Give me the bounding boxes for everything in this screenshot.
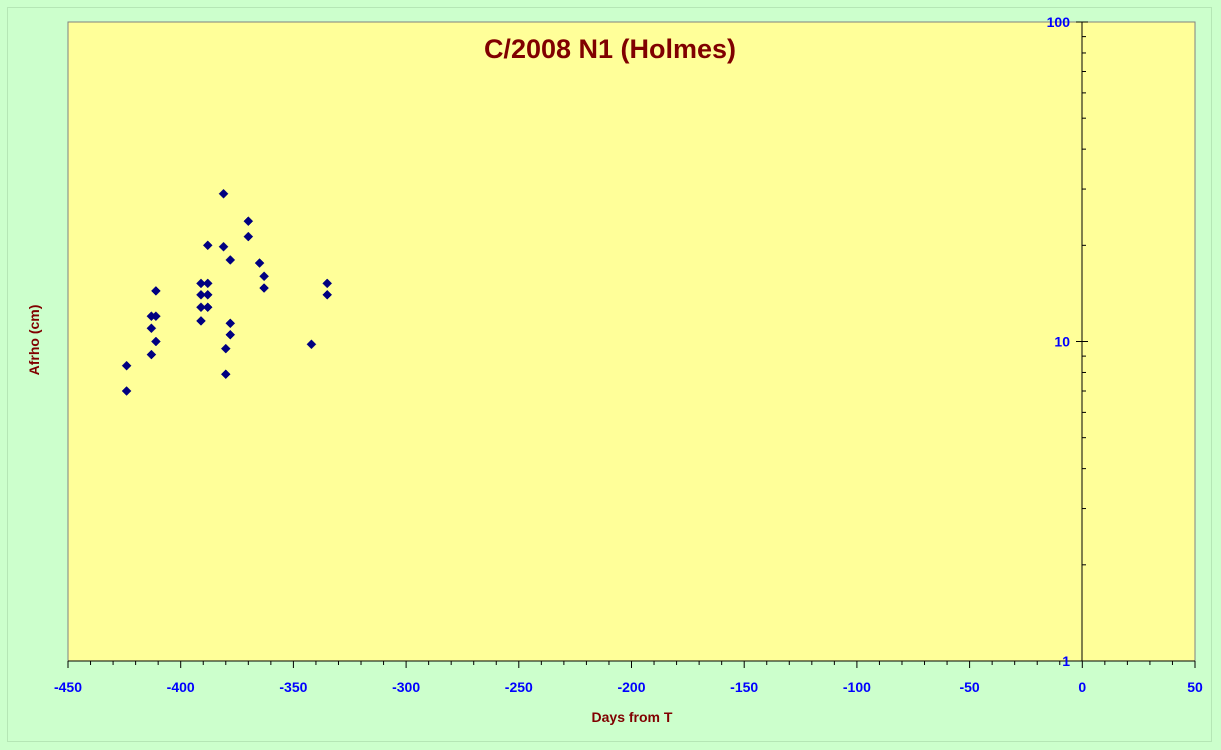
x-tick-label: 0 xyxy=(1078,679,1086,695)
data-point xyxy=(259,283,269,293)
plot-area xyxy=(67,21,1196,662)
data-point xyxy=(225,255,236,265)
data-point xyxy=(243,231,254,242)
data-point xyxy=(202,289,213,300)
chart-title: C/2008 N1 (Holmes) xyxy=(484,34,736,64)
data-point xyxy=(196,316,206,326)
x-axis-title: Days from T xyxy=(592,709,673,725)
data-point xyxy=(322,278,333,289)
data-point xyxy=(306,339,317,350)
data-point xyxy=(225,329,236,340)
data-point xyxy=(121,386,132,396)
data-point xyxy=(146,323,157,334)
data-point xyxy=(146,349,157,360)
data-point xyxy=(202,278,213,289)
data-point xyxy=(225,318,236,329)
data-point xyxy=(259,271,269,282)
x-tick-label: -100 xyxy=(843,679,871,695)
data-point xyxy=(243,216,254,227)
y-axis-ticks: 1 10 100 xyxy=(1047,14,1088,669)
data-point xyxy=(218,188,229,199)
x-tick-label: -50 xyxy=(959,679,979,695)
x-tick-label: -400 xyxy=(167,679,195,695)
x-axis-ticks: -450 -400 -350 -300 -250 -200 -150 -100 -50 0 50 xyxy=(54,661,1203,695)
data-point xyxy=(121,360,132,371)
y-tick-label: 100 xyxy=(1047,14,1071,30)
x-tick-label: 50 xyxy=(1187,679,1203,695)
data-point xyxy=(220,343,231,354)
data-point xyxy=(151,336,161,347)
data-point xyxy=(218,241,229,252)
x-tick-label: -250 xyxy=(505,679,533,695)
data-point xyxy=(196,302,206,313)
data-point xyxy=(220,369,231,380)
y-tick-label: 10 xyxy=(1054,334,1070,350)
data-point xyxy=(196,289,206,300)
data-point xyxy=(322,289,333,300)
x-tick-label: -200 xyxy=(617,679,645,695)
data-point xyxy=(196,278,206,289)
data-point xyxy=(151,311,161,322)
data-points xyxy=(121,188,333,396)
x-tick-label: -150 xyxy=(730,679,758,695)
x-tick-label: -350 xyxy=(279,679,307,695)
x-tick-label: -300 xyxy=(392,679,420,695)
data-point xyxy=(202,240,213,251)
x-tick-label: -450 xyxy=(54,679,82,695)
data-point xyxy=(254,258,265,268)
data-point xyxy=(202,302,213,313)
y-tick-label: 1 xyxy=(1062,653,1070,669)
y-axis-title: Afrho (cm) xyxy=(26,305,42,376)
data-point xyxy=(151,286,161,296)
